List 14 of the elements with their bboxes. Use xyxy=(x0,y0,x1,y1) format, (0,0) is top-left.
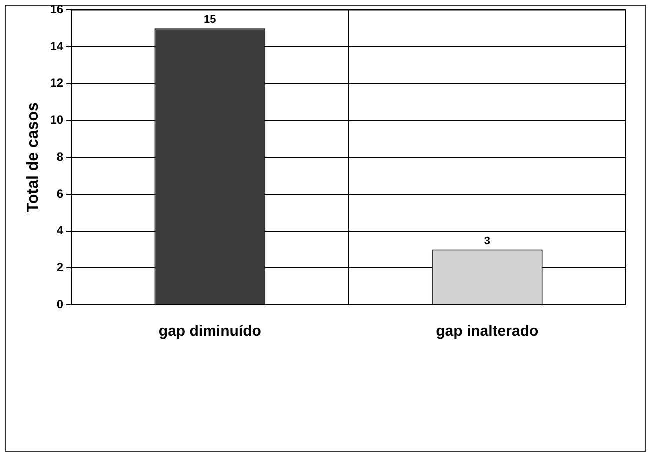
y-tick-label: 16 xyxy=(50,2,64,17)
y-tick-label: 10 xyxy=(50,113,64,128)
data-label: 15 xyxy=(204,14,216,26)
y-axis-title: Total de casos xyxy=(25,102,42,213)
y-tick-label: 0 xyxy=(56,297,64,312)
y-tick-label: 8 xyxy=(56,150,64,164)
data-label: 3 xyxy=(484,235,490,248)
y-tick-label: 14 xyxy=(50,39,64,54)
x-tick-label: gap diminuído xyxy=(158,323,262,340)
y-tick-label: 4 xyxy=(56,224,64,238)
y-tick-label: 6 xyxy=(56,186,64,201)
y-tick-label: 12 xyxy=(50,76,64,90)
y-tick-label: 2 xyxy=(56,260,64,274)
x-tick-label: gap inalterado xyxy=(436,323,539,340)
